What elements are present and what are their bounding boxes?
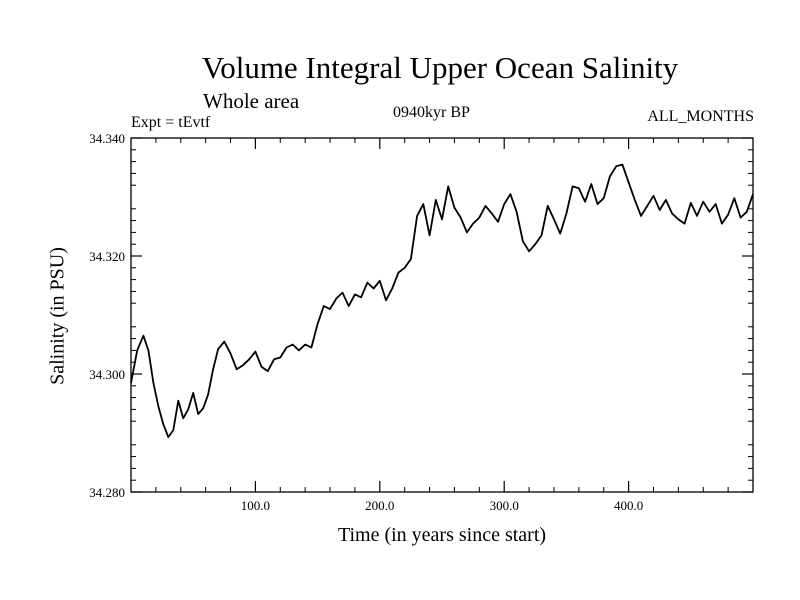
y-tick-label: 34.280: [89, 485, 125, 500]
period-label: 0940kyr BP: [393, 104, 470, 121]
x-tick-label: 200.0: [365, 498, 394, 513]
plot-frame: [130, 137, 754, 493]
x-axis-label: Time (in years since start): [337, 524, 547, 546]
months-label: ALL_MONTHS: [647, 108, 754, 125]
x-tick-label: 400.0: [614, 498, 643, 513]
experiment-label: Expt = tEvtf: [131, 114, 211, 131]
y-tick-label: 34.300: [89, 367, 125, 382]
x-tick-label: 100.0: [241, 498, 270, 513]
series-line-salinity: [130, 163, 754, 439]
y-tick-label: 34.340: [89, 131, 125, 146]
x-tick-label: 300.0: [490, 498, 519, 513]
chart-subtitle: Whole area: [203, 89, 300, 113]
y-tick-label: 34.320: [89, 249, 125, 264]
chart-title: Volume Integral Upper Ocean Salinity: [201, 50, 679, 85]
